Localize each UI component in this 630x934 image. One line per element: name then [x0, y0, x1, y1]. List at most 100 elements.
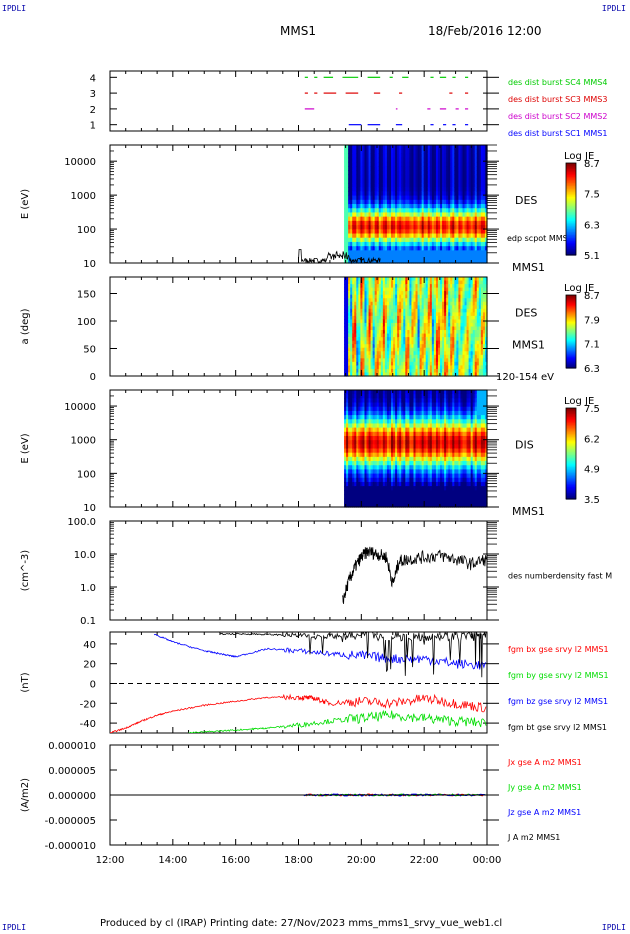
heatmap-cell — [364, 237, 368, 243]
heatmap-cell — [431, 241, 435, 247]
heatmap-cell — [425, 294, 429, 299]
heatmap-cell — [374, 469, 378, 475]
heatmap-cell — [362, 170, 366, 176]
heatmap-cell — [476, 351, 480, 356]
heatmap-cell — [454, 308, 457, 313]
heatmap-cell — [346, 330, 349, 335]
heatmap-cell — [401, 291, 404, 296]
heatmap-cell — [401, 358, 404, 363]
heatmap-cell — [468, 166, 472, 171]
heatmap-cell — [431, 220, 435, 226]
heatmap-cell — [382, 322, 386, 328]
colorbar-tick-label: 8.7 — [584, 159, 600, 170]
heatmap-cell — [354, 333, 357, 338]
heatmap-cell — [482, 170, 486, 176]
heatmap-cell — [386, 157, 390, 163]
heatmap-cell — [462, 212, 466, 218]
heatmap-cell — [405, 372, 408, 377]
heatmap-cell — [386, 344, 390, 349]
heatmap-cell — [421, 361, 425, 366]
heatmap-cell — [356, 258, 359, 264]
heatmap-cell — [382, 199, 386, 205]
heatmap-cell — [403, 241, 406, 247]
heatmap-cell — [446, 315, 449, 321]
heatmap-cell — [360, 254, 364, 260]
heatmap-cell — [362, 390, 366, 395]
heatmap-cell — [403, 216, 406, 222]
heatmap-cell — [348, 312, 351, 317]
heatmap-cell — [476, 161, 480, 167]
heatmap-cell — [346, 308, 349, 313]
heatmap-cell — [378, 277, 382, 282]
heatmap-cell — [429, 166, 433, 171]
heatmap-cell — [437, 344, 441, 349]
heatmap-cell — [419, 166, 423, 171]
heatmap-cell — [484, 361, 488, 366]
heatmap-cell — [386, 490, 390, 496]
heatmap-cell — [344, 301, 347, 306]
heatmap-cell — [348, 291, 351, 296]
heatmap-cell — [376, 344, 380, 349]
colorbar-swatch — [566, 325, 576, 328]
heatmap-cell — [417, 246, 421, 251]
heatmap-cell — [382, 157, 386, 163]
heatmap-cell — [374, 502, 378, 508]
heatmap-cell — [456, 153, 460, 159]
heatmap-cell — [456, 308, 460, 313]
heatmap-cell — [378, 246, 382, 251]
heatmap-cell — [429, 315, 433, 321]
heatmap-cell — [425, 287, 429, 292]
heatmap-cell — [364, 465, 368, 470]
heatmap-cell — [437, 312, 441, 317]
heatmap-cell — [352, 368, 355, 374]
heatmap-cell — [364, 490, 368, 496]
heatmap-cell — [425, 241, 429, 247]
heatmap-cell — [478, 308, 482, 313]
heatmap-cell — [431, 204, 435, 209]
heatmap-cell — [472, 347, 476, 352]
heatmap-cell — [458, 254, 462, 260]
heatmap-cell — [374, 465, 378, 470]
heatmap-cell — [405, 182, 408, 188]
heatmap-cell — [382, 415, 386, 420]
heatmap-cell — [391, 312, 394, 317]
heatmap-cell — [452, 246, 455, 251]
heatmap-cell — [466, 145, 470, 150]
heatmap-cell — [395, 157, 398, 163]
heatmap-cell — [380, 258, 384, 264]
heatmap-cell — [346, 195, 349, 201]
heatmap-cell — [350, 170, 353, 176]
heatmap-cell — [354, 294, 357, 299]
heatmap-cell — [401, 294, 404, 299]
colorbar-swatch — [566, 322, 576, 325]
heatmap-cell — [384, 431, 388, 437]
heatmap-cell — [382, 294, 386, 299]
heatmap-cell — [401, 174, 404, 180]
heatmap-cell — [415, 368, 419, 374]
heatmap-cell — [356, 161, 359, 167]
heatmap-cell — [388, 149, 392, 155]
heatmap-cell — [482, 340, 486, 345]
heatmap-cell — [366, 490, 370, 496]
heatmap-cell — [364, 254, 368, 260]
heatmap-cell — [380, 241, 384, 247]
heatmap-cell — [440, 191, 443, 197]
heatmap-cell — [429, 312, 433, 317]
heatmap-cell — [366, 145, 370, 150]
heatmap-cell — [350, 337, 353, 342]
heatmap-cell — [374, 166, 378, 171]
heatmap-cell — [380, 212, 384, 218]
heatmap-cell — [386, 440, 390, 445]
heatmap-cell — [358, 461, 361, 466]
heatmap-cell — [405, 178, 408, 184]
heatmap-cell — [437, 351, 441, 356]
heatmap-cell — [468, 216, 472, 222]
heatmap-cell — [362, 291, 366, 296]
heatmap-cell — [478, 312, 482, 317]
heatmap-cell — [476, 277, 480, 282]
heatmap-cell — [405, 368, 408, 374]
heatmap-cell — [476, 254, 480, 260]
heatmap-cell — [354, 199, 357, 205]
heatmap-cell — [466, 312, 470, 317]
heatmap-cell — [380, 322, 384, 328]
